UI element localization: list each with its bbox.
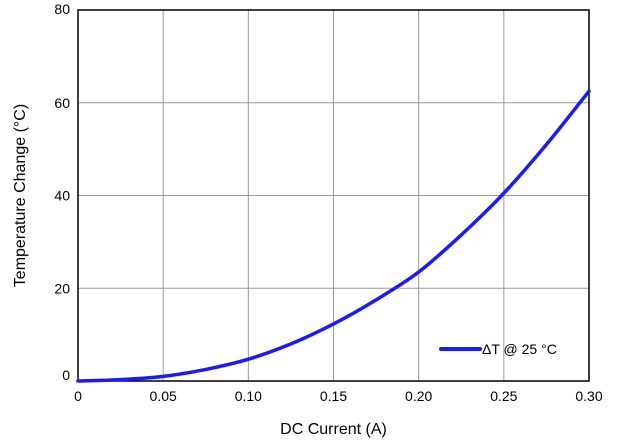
x-tick-label: 0.15 (320, 388, 347, 404)
x-axis-label: DC Current (A) (280, 421, 387, 438)
y-tick-label: 60 (54, 95, 70, 111)
y-tick-label: 40 (54, 188, 70, 204)
y-tick-label: 80 (54, 1, 70, 17)
x-tick-label: 0.25 (490, 388, 517, 404)
plot-area-frame (77, 9, 590, 382)
x-tick-label: 0 (74, 388, 82, 404)
x-axis-ticks: 0 0.05 0.10 0.15 0.20 0.25 0.30 (74, 388, 603, 404)
legend-label: ΔT @ 25 °C (482, 341, 557, 357)
x-tick-label: 0.20 (405, 388, 432, 404)
x-tick-label: 0.30 (575, 388, 602, 404)
x-tick-label: 0.05 (150, 388, 177, 404)
y-tick-label: 20 (54, 280, 70, 296)
chart-legend: ΔT @ 25 °C (439, 341, 557, 357)
y-tick-label: 0 (62, 367, 70, 383)
series-line (76, 89, 591, 383)
x-tick-label: 0.10 (235, 388, 262, 404)
y-axis-ticks: 0 20 40 60 80 (54, 1, 70, 383)
series-lines (76, 89, 591, 383)
y-axis-label: Temperature Change (°C) (12, 104, 29, 287)
